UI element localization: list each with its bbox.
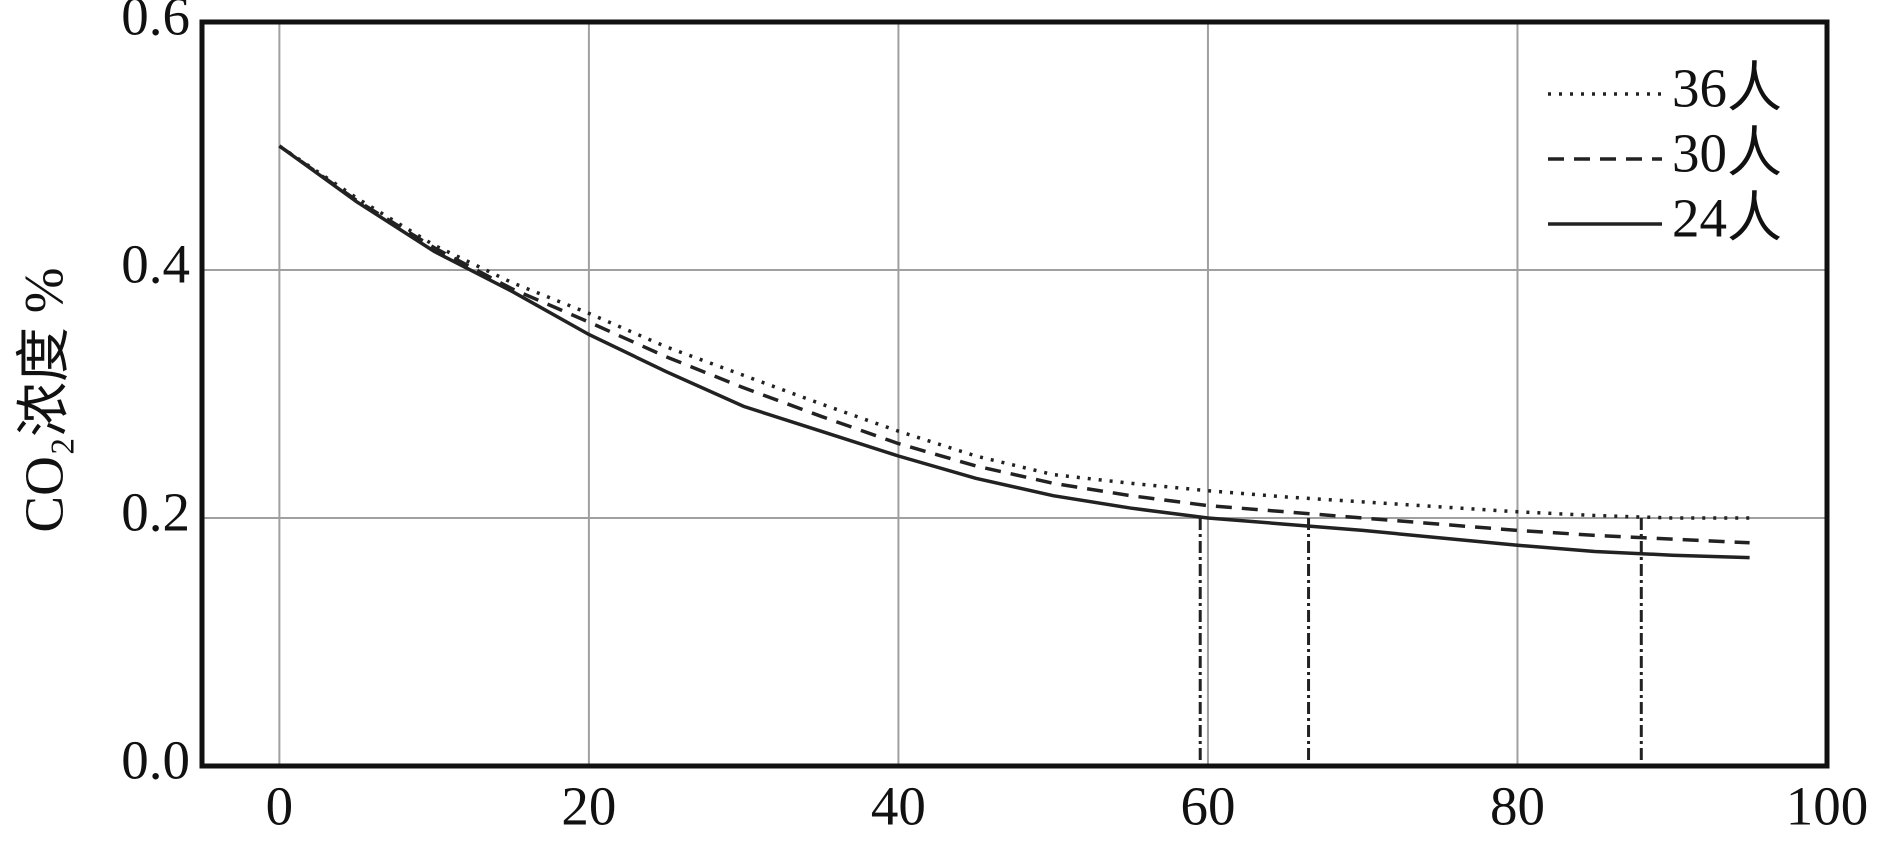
plot-frame	[199, 19, 1830, 769]
legend-label: 36人	[1672, 58, 1782, 119]
y-tick-label: 0.4	[121, 234, 190, 295]
x-tick-label: 100	[1786, 776, 1869, 837]
series-line	[278, 144, 1750, 560]
x-tick-label: 80	[1490, 776, 1545, 837]
y-tick-label: 0.0	[121, 730, 190, 791]
x-tick-label: 20	[561, 776, 616, 837]
y-tick-label: 0.6	[121, 0, 190, 47]
legend-label: 30人	[1672, 123, 1782, 184]
legend-label: 24人	[1672, 188, 1782, 249]
y-axis-label: CO₂浓度 %	[14, 267, 75, 532]
y-tick-label: 0.2	[121, 482, 190, 543]
x-tick-label: 0	[266, 776, 294, 837]
series-line	[278, 144, 1750, 545]
x-tick-label: 40	[871, 776, 926, 837]
series-line	[278, 144, 1750, 520]
x-tick-label: 60	[1180, 776, 1235, 837]
